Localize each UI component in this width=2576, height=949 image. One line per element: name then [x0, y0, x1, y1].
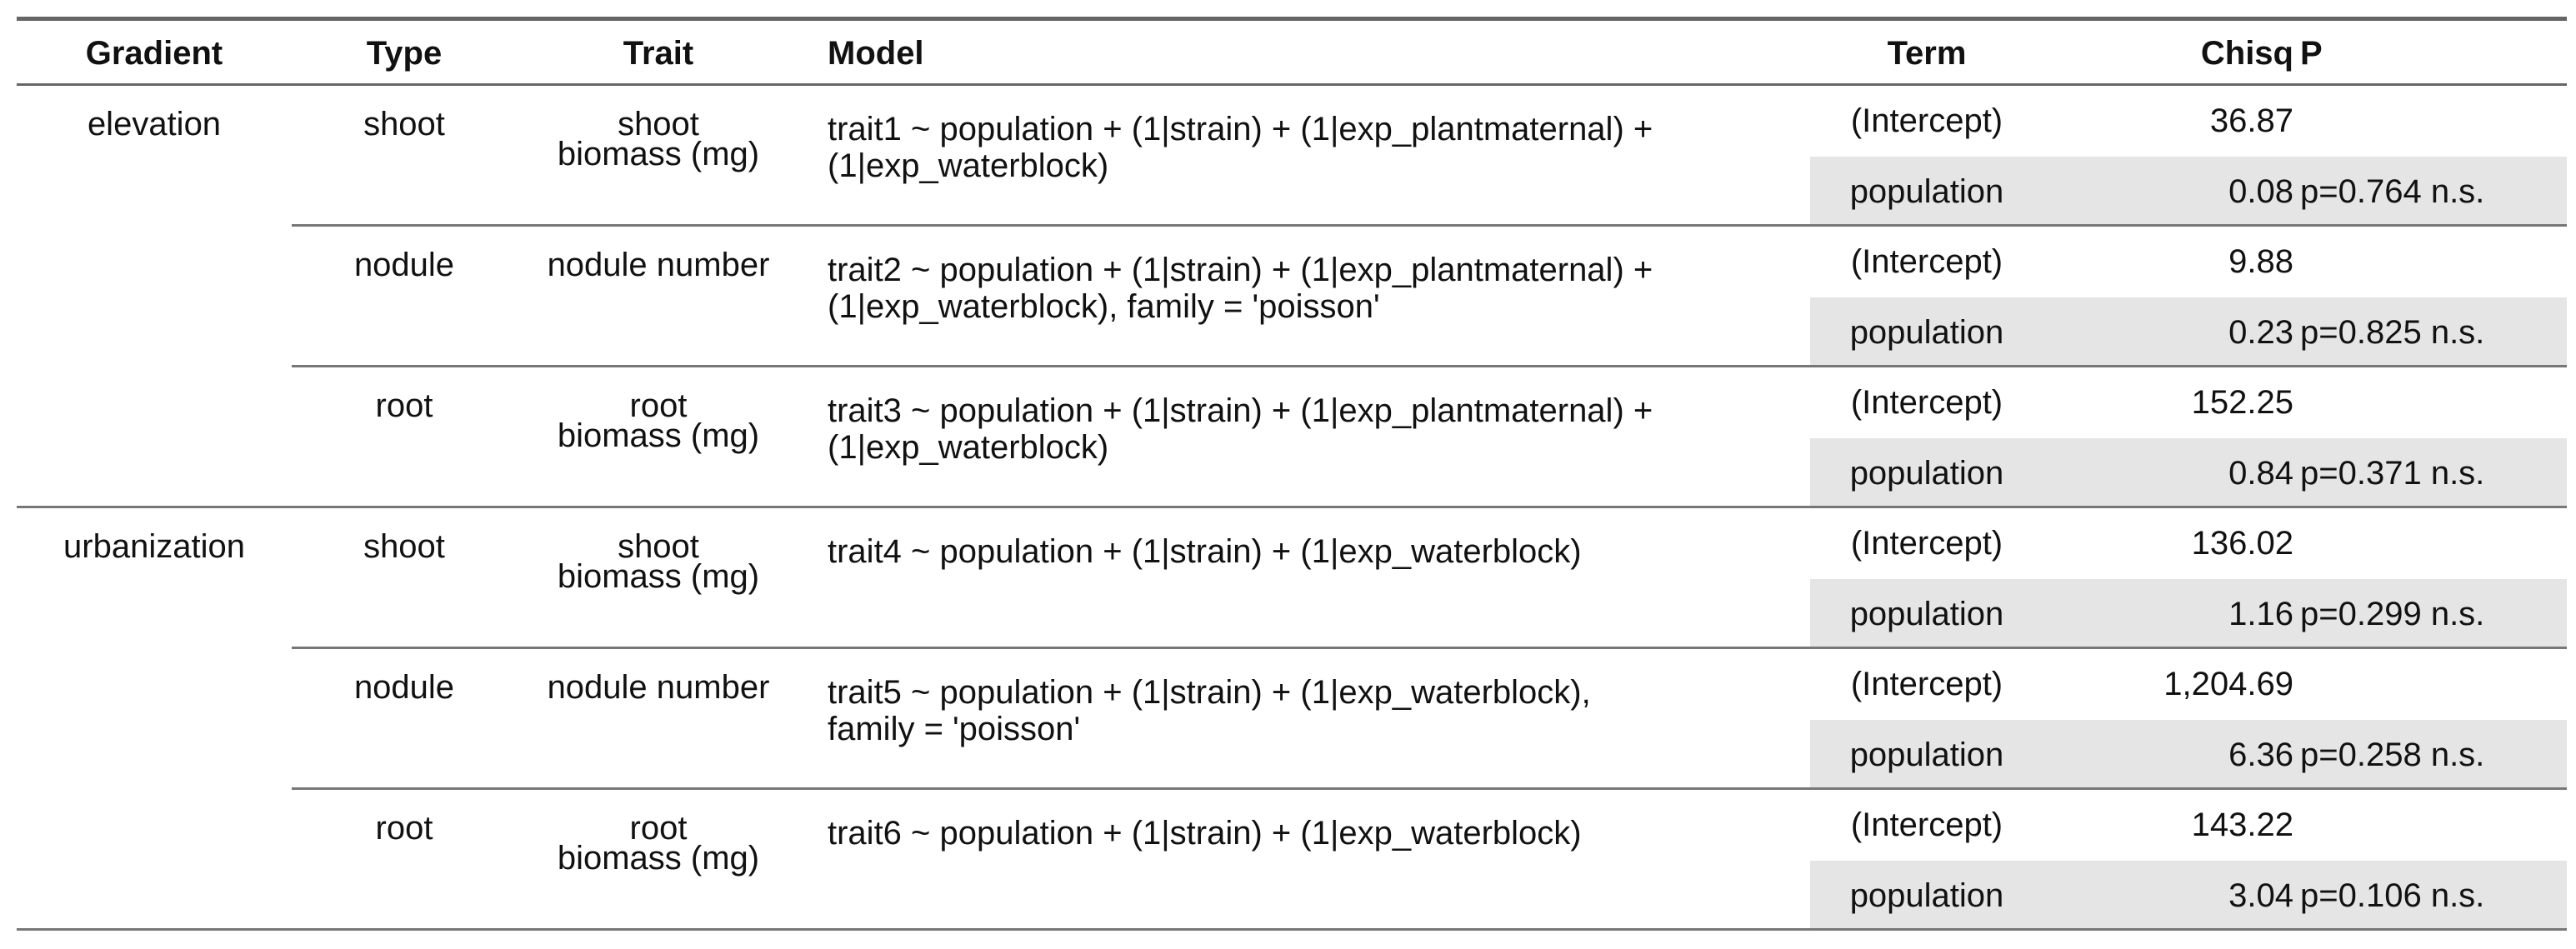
- chisq-cell: 152.25: [2191, 384, 2293, 421]
- header-rule: [17, 83, 2567, 86]
- term-cell: (Intercept): [1850, 102, 2003, 139]
- model-formula-line2: (1|exp_waterblock): [828, 429, 1109, 466]
- term-cell: (Intercept): [1850, 666, 2003, 702]
- model-formula-line2: (1|exp_waterblock): [828, 147, 1109, 184]
- top-rule: [17, 17, 2567, 21]
- model-formula-line2: family = 'poisson': [828, 711, 1081, 747]
- group-rule: [17, 506, 2567, 508]
- trait-label-line2: biomass (mg): [557, 840, 760, 877]
- p-cell: p=0.299 n.s.: [2300, 595, 2485, 632]
- type-label: root: [375, 810, 433, 847]
- header-term: Term: [1887, 35, 1967, 72]
- header-trait: Trait: [623, 35, 694, 72]
- row-shade: [1810, 578, 2567, 647]
- model-formula-line1: trait6 ~ population + (1|strain) + (1|ex…: [828, 815, 1582, 852]
- p-cell: p=0.764 n.s.: [2300, 172, 2485, 210]
- header-chisq: Chisq: [2200, 35, 2293, 72]
- trait-label-line1: root: [629, 387, 688, 424]
- row-shade: [1810, 156, 2567, 225]
- p-cell: p=0.106 n.s.: [2300, 877, 2485, 914]
- type-label: root: [375, 387, 433, 424]
- term-cell: population: [1849, 172, 2004, 210]
- model-formula-line1: trait3 ~ population + (1|strain) + (1|ex…: [828, 392, 1653, 429]
- trait-label-line1: nodule number: [547, 669, 770, 706]
- model-rule: [292, 365, 2567, 367]
- chisq-cell: 0.08: [2228, 172, 2293, 210]
- chisq-cell: 36.87: [2209, 102, 2293, 139]
- gradient-label: urbanization: [63, 528, 245, 565]
- row-shade: [1810, 437, 2567, 507]
- term-cell: (Intercept): [1850, 807, 2003, 843]
- chisq-cell: 9.88: [2228, 243, 2293, 280]
- p-cell: p=0.825 n.s.: [2300, 313, 2485, 351]
- row-shade: [1810, 297, 2567, 366]
- model-formula-line2: (1|exp_waterblock), family = 'poisson': [828, 288, 1380, 325]
- term-cell: (Intercept): [1850, 384, 2003, 421]
- trait-label-line1: shoot: [618, 528, 699, 565]
- type-label: shoot: [363, 528, 445, 565]
- chisq-cell: 136.02: [2191, 525, 2293, 562]
- group-rule: [17, 928, 2567, 931]
- type-label: nodule: [353, 669, 455, 706]
- trait-label-line2: biomass (mg): [557, 136, 760, 172]
- term-cell: population: [1849, 595, 2004, 632]
- term-cell: population: [1849, 877, 2004, 914]
- term-cell: (Intercept): [1850, 525, 2003, 562]
- model-formula-line1: trait2 ~ population + (1|strain) + (1|ex…: [828, 252, 1653, 288]
- model-rule: [292, 787, 2567, 790]
- header-type: Type: [366, 35, 443, 72]
- p-cell: p=0.258 n.s.: [2300, 736, 2485, 773]
- trait-label-line1: shoot: [618, 106, 699, 142]
- model-formula-line1: trait1 ~ population + (1|strain) + (1|ex…: [828, 111, 1653, 147]
- chisq-cell: 0.23: [2228, 313, 2293, 351]
- model-rule: [292, 224, 2567, 227]
- chisq-cell: 0.84: [2228, 454, 2293, 492]
- trait-label-line1: nodule number: [547, 247, 770, 283]
- trait-label-line1: root: [629, 810, 688, 847]
- chisq-cell: 1.16: [2228, 595, 2293, 632]
- term-cell: population: [1849, 454, 2004, 492]
- chisq-cell: 1,204.69: [2163, 666, 2293, 702]
- chisq-cell: 6.36: [2228, 736, 2293, 773]
- term-cell: population: [1849, 313, 2004, 351]
- model-formula-line1: trait4 ~ population + (1|strain) + (1|ex…: [828, 533, 1582, 570]
- term-cell: population: [1849, 736, 2004, 773]
- trait-label-line2: biomass (mg): [557, 417, 760, 454]
- row-shade: [1810, 860, 2567, 929]
- trait-label-line2: biomass (mg): [557, 558, 760, 595]
- model-formula-line1: trait5 ~ population + (1|strain) + (1|ex…: [828, 674, 1591, 711]
- chisq-cell: 143.22: [2191, 807, 2293, 843]
- row-shade: [1810, 719, 2567, 788]
- header-gradient: Gradient: [85, 35, 223, 72]
- chisq-cell: 3.04: [2228, 877, 2293, 914]
- p-cell: p=0.371 n.s.: [2300, 454, 2485, 492]
- model-rule: [292, 647, 2567, 649]
- header-p: P: [2300, 35, 2323, 72]
- type-label: nodule: [353, 247, 455, 283]
- type-label: shoot: [363, 106, 445, 142]
- header-model: Model: [828, 35, 924, 72]
- term-cell: (Intercept): [1850, 243, 2003, 280]
- gradient-label: elevation: [87, 106, 222, 142]
